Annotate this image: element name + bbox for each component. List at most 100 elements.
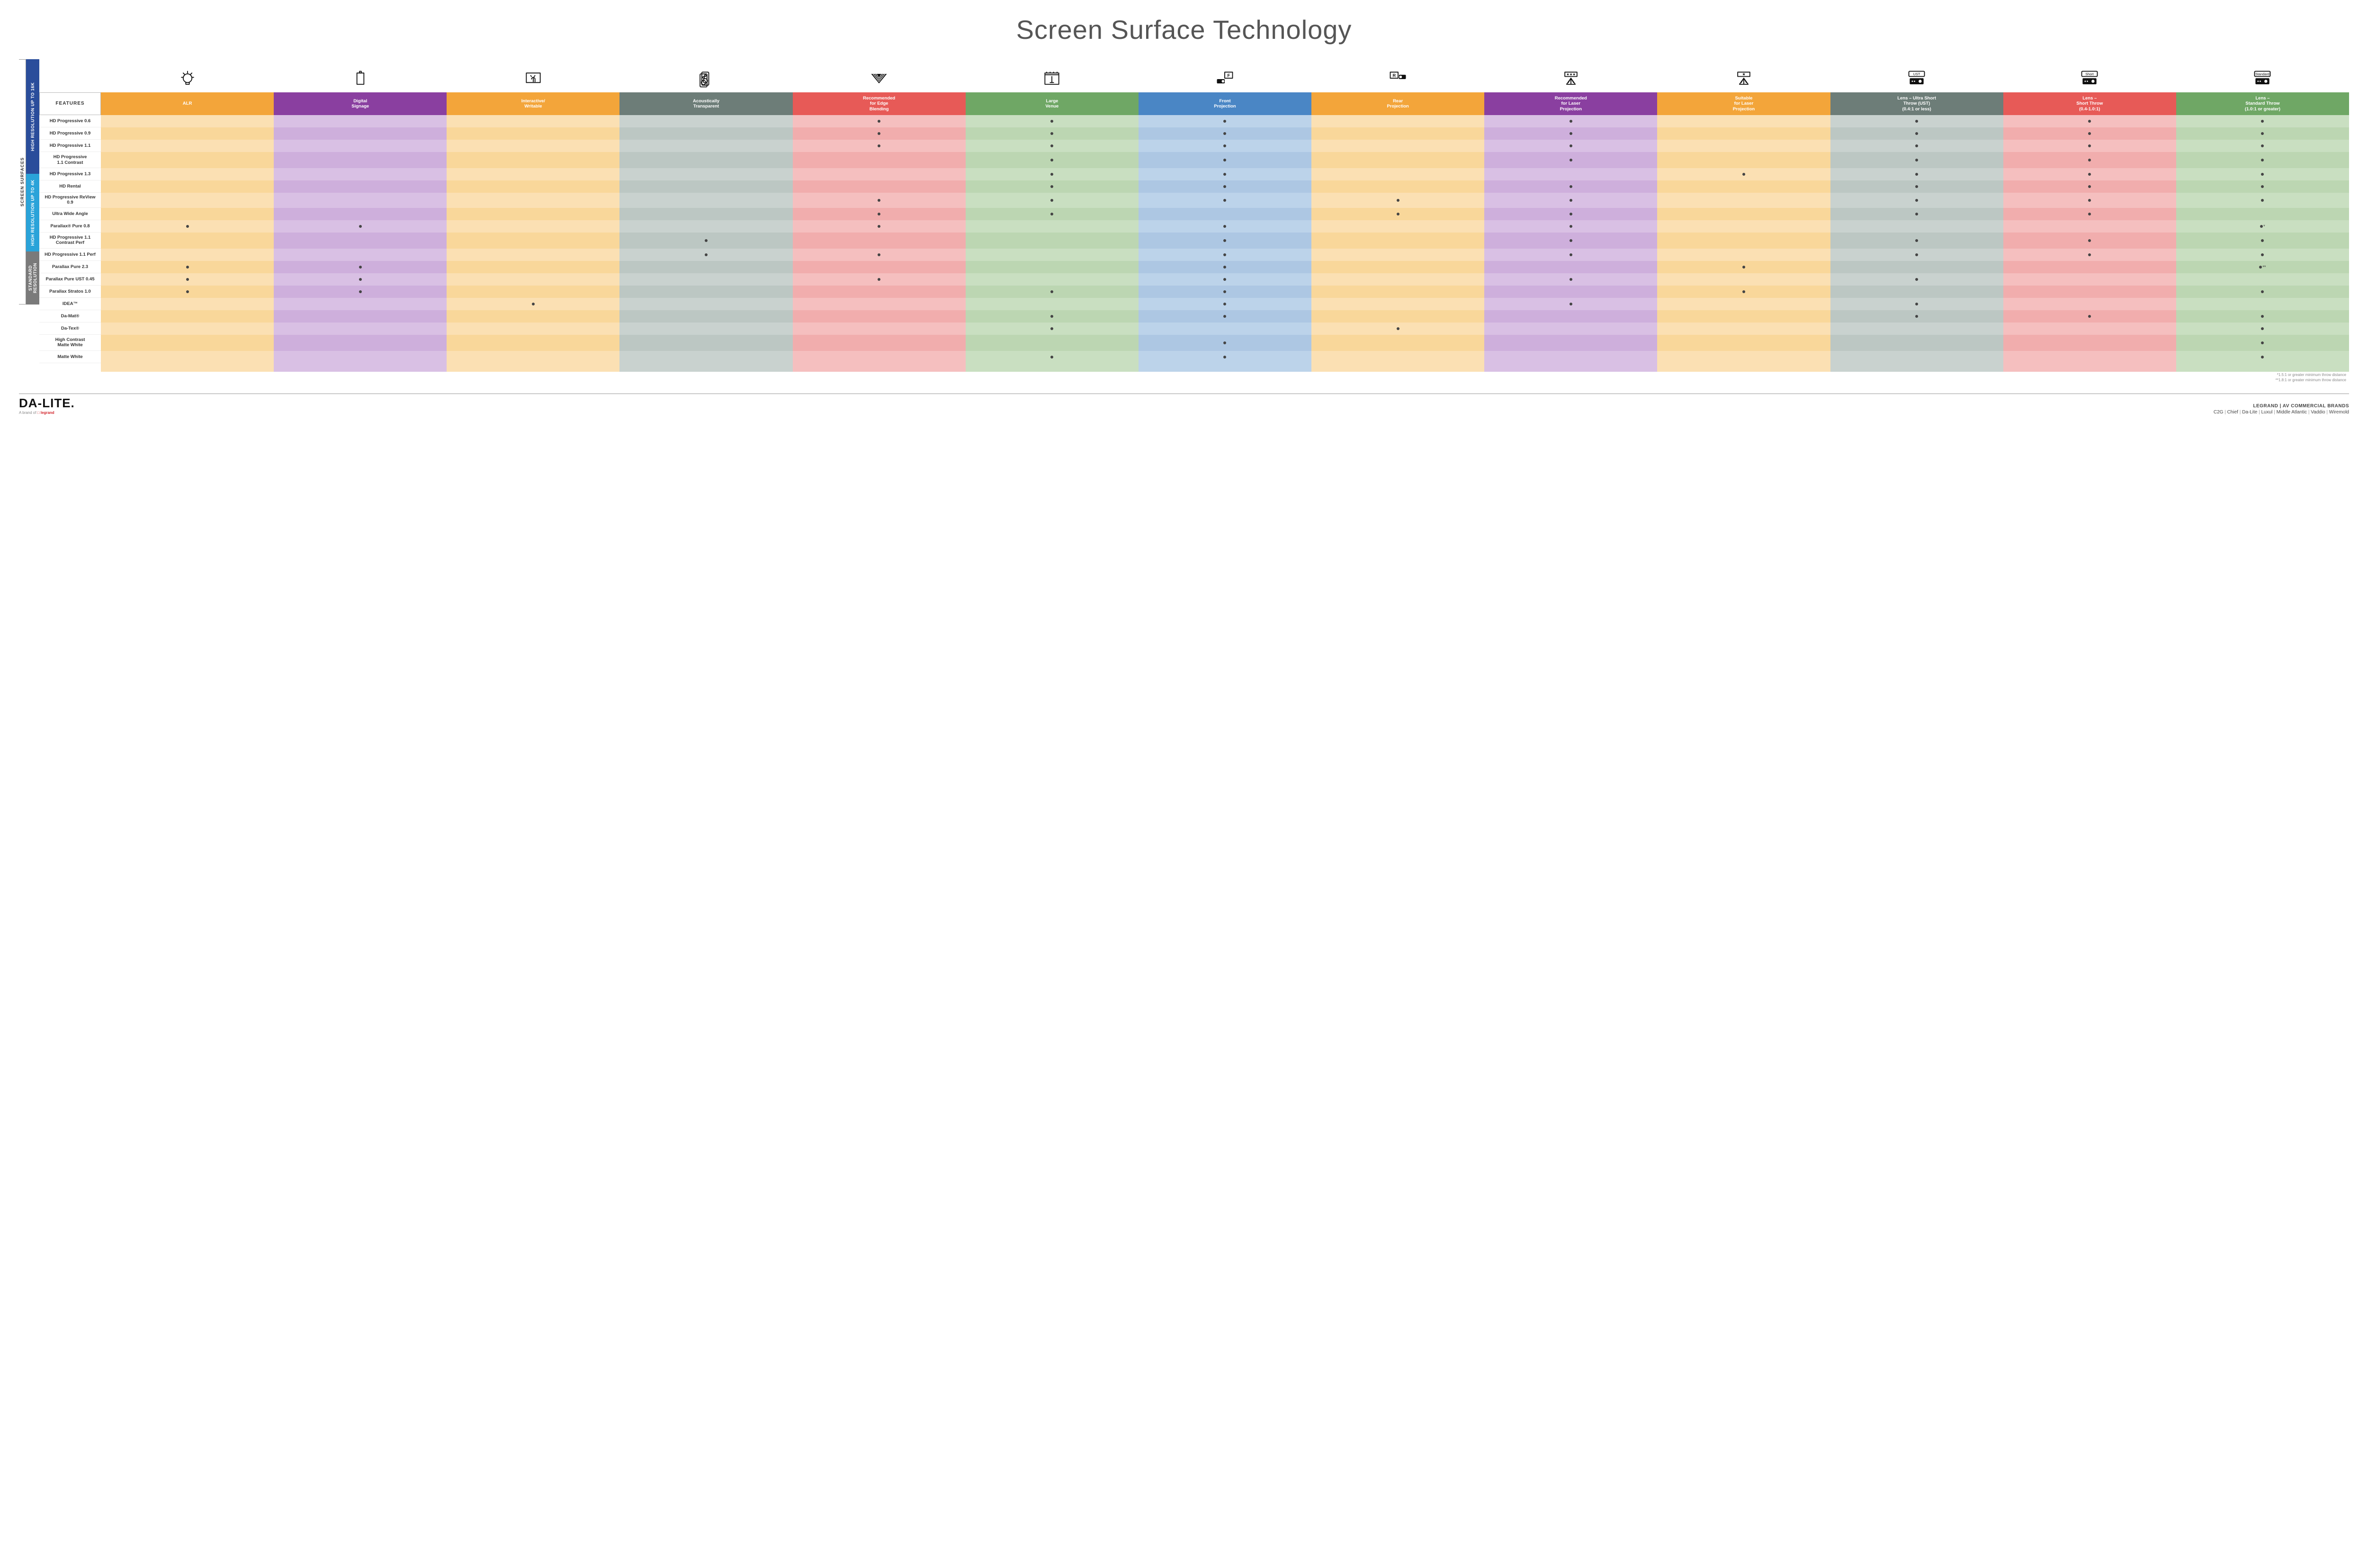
cell [2003,323,2176,335]
cell [1657,140,1830,152]
cell [793,233,966,249]
cell [966,115,1139,127]
cell [619,249,792,261]
cell [1657,152,1830,168]
cell [1657,115,1830,127]
cell [1311,115,1484,127]
cell [619,323,792,335]
cell [1657,220,1830,233]
col-icon-fp: F [1139,59,1311,92]
cell [1139,323,1311,335]
cell [1311,335,1484,351]
cell [1484,220,1657,233]
cell [274,286,447,298]
cell [1830,180,2003,193]
cell [619,261,792,273]
cell [1139,168,1311,180]
cell [1830,351,2003,363]
row-label: HD Rental [39,180,101,193]
cell [447,127,619,140]
row-label: Da-Tex® [39,323,101,335]
cell [1484,351,1657,363]
cell [1830,233,2003,249]
cell [793,249,966,261]
cell [101,152,274,168]
cell [1657,310,1830,323]
svg-text:★: ★ [1742,72,1745,77]
side-group: HIGH RESOLUTION UP TO 4K [26,174,39,251]
cell [1657,127,1830,140]
cell [793,335,966,351]
cell [1830,335,2003,351]
cell [2176,310,2349,323]
cell [2003,233,2176,249]
cell [1139,127,1311,140]
cell [619,298,792,310]
cell [101,208,274,220]
logo-main: DA-LITE. [19,396,75,411]
col-icon-rp: R [1311,59,1484,92]
col-icon-ust: UST [1830,59,2003,92]
cell [2176,193,2349,208]
cell [1311,220,1484,233]
col-header-rp: RearProjection [1311,92,1484,115]
cell [1830,193,2003,208]
row-label: Parallax Pure UST 0.45 [39,273,101,286]
cell [1657,180,1830,193]
cell [619,127,792,140]
cell [1484,310,1657,323]
cell [447,323,619,335]
cell: * [2176,220,2349,233]
cell [966,323,1139,335]
col-icon-eb [793,59,966,92]
footer: DA-LITE. A brand of □ legrand LEGRAND | … [19,394,2349,415]
cell [1830,140,2003,152]
cell [1311,273,1484,286]
svg-text:F: F [1228,73,1230,78]
cell [274,140,447,152]
col-icon-iw [447,59,619,92]
cell [1311,323,1484,335]
cell [1139,298,1311,310]
cell [274,351,447,363]
cell [2176,152,2349,168]
svg-text:★★★: ★★★ [1566,72,1576,77]
cell [1311,286,1484,298]
cell [447,193,619,208]
cell [1484,298,1657,310]
cell [1139,233,1311,249]
cell [2003,335,2176,351]
footnote: **1.8:1 or greater minimum throw distanc… [19,377,2349,382]
cell [793,286,966,298]
cell [1311,310,1484,323]
cell [101,261,274,273]
cell [619,335,792,351]
cell [2176,351,2349,363]
cell [1139,220,1311,233]
cell [2003,286,2176,298]
cell [1830,168,2003,180]
cell [447,140,619,152]
cell [1830,208,2003,220]
cell [1830,310,2003,323]
brand-item: Middle Atlantic [2277,410,2311,415]
cell [1311,152,1484,168]
cell [2003,115,2176,127]
cell [1657,261,1830,273]
cell [1830,286,2003,298]
cell [1657,249,1830,261]
cell [274,310,447,323]
row-label: HD Progressive 1.1Contrast Perf [39,233,101,249]
row-label: Parallax® Pure 0.8 [39,220,101,233]
cell [1830,152,2003,168]
cell [1484,286,1657,298]
cell [101,127,274,140]
cell [966,168,1139,180]
cell [1139,180,1311,193]
logo-sub: A brand of □ legrand [19,411,75,415]
cell [1657,193,1830,208]
col-icon-std: Standard [2176,59,2349,92]
cell [1311,298,1484,310]
cell [1484,335,1657,351]
cell [1311,127,1484,140]
